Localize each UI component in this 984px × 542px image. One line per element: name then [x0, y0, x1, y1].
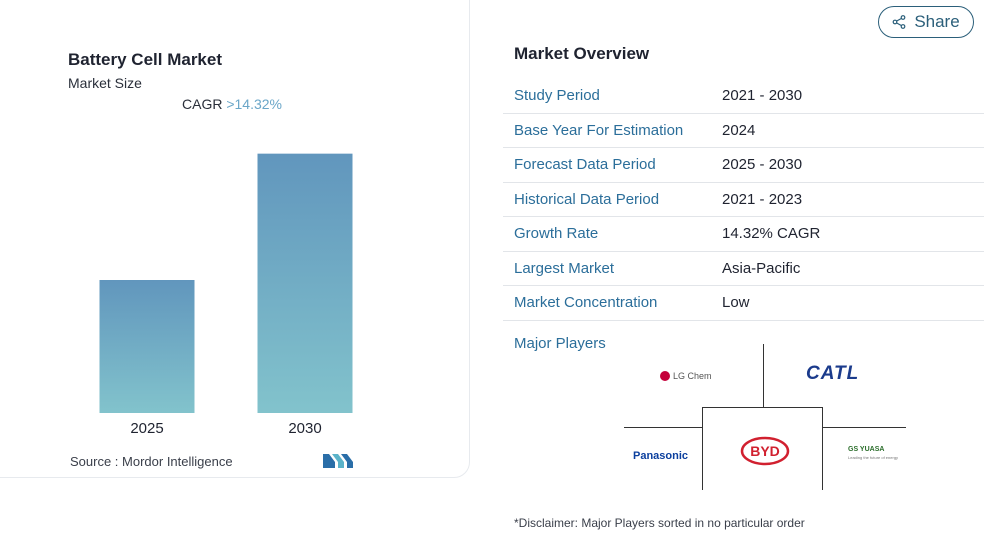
market-overview-table: Study Period 2021 - 2030 Base Year For E… [503, 79, 984, 321]
overview-row-base-year: Base Year For Estimation 2024 [503, 114, 984, 148]
overview-value: 14.32% CAGR [722, 225, 821, 243]
lg-chem-logo: LG Chem [660, 371, 712, 381]
overview-value: Low [722, 294, 750, 312]
overview-row-historical-period: Historical Data Period 2021 - 2023 [503, 183, 984, 217]
overview-label: Base Year For Estimation [514, 121, 684, 139]
overview-value: 2021 - 2030 [722, 87, 803, 105]
byd-logo-icon: BYD [740, 436, 790, 466]
overview-label: Growth Rate [514, 225, 599, 243]
panasonic-logo: Panasonic [633, 450, 689, 462]
overview-value: Asia-Pacific [722, 259, 801, 277]
overview-label: Historical Data Period [514, 190, 660, 208]
divider-line [763, 344, 764, 407]
lg-chem-logo-icon [660, 371, 670, 381]
overview-row-forecast-period: Forecast Data Period 2025 - 2030 [503, 148, 984, 183]
overview-label: Largest Market [514, 259, 615, 277]
overview-value: 2021 - 2023 [722, 190, 803, 208]
cagr-value: >14.32% [226, 96, 283, 112]
market-overview-title: Market Overview [514, 44, 650, 63]
overview-value: 2024 [722, 121, 756, 139]
gs-yuasa-name: GS YUASA [848, 446, 885, 453]
major-players-diagram: LG Chem CATL Panasonic BYD GS YUASA Lead… [624, 344, 906, 490]
mordor-intelligence-logo-icon [323, 454, 353, 468]
gs-yuasa-logo: GS YUASA Leading the future of energy [848, 446, 898, 462]
overview-label: Study Period [514, 87, 600, 105]
divider-line [823, 427, 906, 428]
divider-line [624, 427, 702, 428]
x-tick-label-2025: 2025 [130, 420, 163, 437]
chart-subtitle: Market Size [68, 75, 142, 91]
disclaimer-text: *Disclaimer: Major Players sorted in no … [514, 516, 805, 530]
catl-logo: CATL [806, 363, 860, 384]
overview-row-growth-rate: Growth Rate 14.32% CAGR [503, 217, 984, 252]
bar-2025 [99, 280, 195, 413]
market-size-card [0, 0, 470, 478]
share-label: Share [914, 12, 960, 31]
chart-title: Battery Cell Market [68, 50, 223, 69]
market-size-chart: 2025 2030 [99, 153, 353, 437]
major-players-title: Major Players [514, 335, 606, 352]
overview-label: Forecast Data Period [514, 156, 656, 174]
share-button[interactable]: Share [878, 6, 974, 38]
source-text: Source : Mordor Intelligence [70, 454, 233, 469]
bar-2030 [257, 153, 353, 413]
overview-row-study-period: Study Period 2021 - 2030 [503, 79, 984, 114]
overview-row-market-concentration: Market Concentration Low [503, 286, 984, 321]
gs-yuasa-tagline: Leading the future of energy [848, 455, 899, 460]
byd-logo-text: BYD [750, 443, 780, 459]
share-icon [892, 15, 906, 29]
x-tick-label-2030: 2030 [288, 420, 321, 437]
overview-value: 2025 - 2030 [722, 156, 803, 174]
center-box [702, 407, 823, 490]
lg-chem-name: LG Chem [673, 371, 712, 381]
cagr-label: CAGR >14.32% [182, 96, 282, 112]
cagr-text: CAGR [182, 96, 223, 112]
overview-row-largest-market: Largest Market Asia-Pacific [503, 252, 984, 286]
overview-label: Market Concentration [514, 294, 658, 312]
